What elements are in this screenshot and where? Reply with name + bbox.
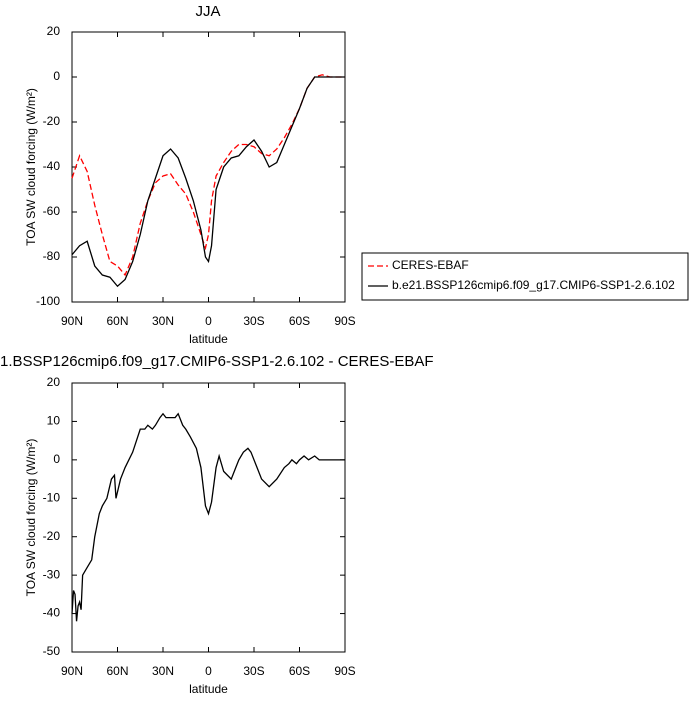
y-tick-label: -20 xyxy=(43,529,61,543)
legend-label: CERES-EBAF xyxy=(392,258,469,272)
plot-frame xyxy=(71,382,346,653)
y-tick-label: -40 xyxy=(43,159,61,173)
chart-title: JJA xyxy=(195,3,220,20)
x-tick-label: 30S xyxy=(243,664,264,678)
y-tick-label: 20 xyxy=(47,375,61,389)
y-tick-label: -10 xyxy=(43,490,61,504)
x-tick-label: 90N xyxy=(61,664,83,678)
x-tick-label: 30N xyxy=(152,314,174,328)
y-tick-label: -40 xyxy=(43,606,61,620)
x-tick-label: 0 xyxy=(205,664,212,678)
x-tick-label: 90N xyxy=(61,314,83,328)
x-tick-label: 60N xyxy=(106,664,128,678)
x-tick-label: 30S xyxy=(243,314,264,328)
y-tick-label: 20 xyxy=(47,24,61,38)
data-line xyxy=(71,74,345,277)
y-axis-label: TOA SW cloud forcing (W/m²) xyxy=(24,88,38,246)
data-line xyxy=(71,76,345,288)
x-tick-label: 30N xyxy=(152,664,174,678)
y-tick-label: -50 xyxy=(43,644,61,658)
y-tick-label: 10 xyxy=(47,414,61,428)
y-tick-label: -30 xyxy=(43,567,61,581)
y-tick-label: -80 xyxy=(43,249,61,263)
x-tick-label: 60N xyxy=(106,314,128,328)
chart-title: 1.BSSP126cmip6.f09_g17.CMIP6-SSP1-2.6.10… xyxy=(0,353,434,370)
x-tick-label: 90S xyxy=(334,664,355,678)
x-tick-label: 60S xyxy=(289,664,310,678)
y-tick-label: 0 xyxy=(53,69,60,83)
y-tick-label: -20 xyxy=(43,114,61,128)
x-tick-label: 0 xyxy=(205,314,212,328)
y-tick-label: 0 xyxy=(53,452,60,466)
x-axis-label: latitude xyxy=(189,682,228,696)
y-tick-label: -100 xyxy=(36,294,60,308)
legend: CERES-EBAF b.e21.BSSP126cmip6.f09_g17.CMI… xyxy=(361,252,689,301)
y-axis-label: TOA SW cloud forcing (W/m²) xyxy=(24,439,38,597)
x-axis-label: latitude xyxy=(189,332,228,346)
x-tick-label: 60S xyxy=(289,314,310,328)
legend-box xyxy=(361,252,689,301)
data-line xyxy=(71,412,345,622)
legend-label: b.e21.BSSP126cmip6.f09_g17.CMIP6-SSP1-2.… xyxy=(392,278,675,292)
y-tick-label: -60 xyxy=(43,204,61,218)
x-tick-label: 90S xyxy=(334,314,355,328)
